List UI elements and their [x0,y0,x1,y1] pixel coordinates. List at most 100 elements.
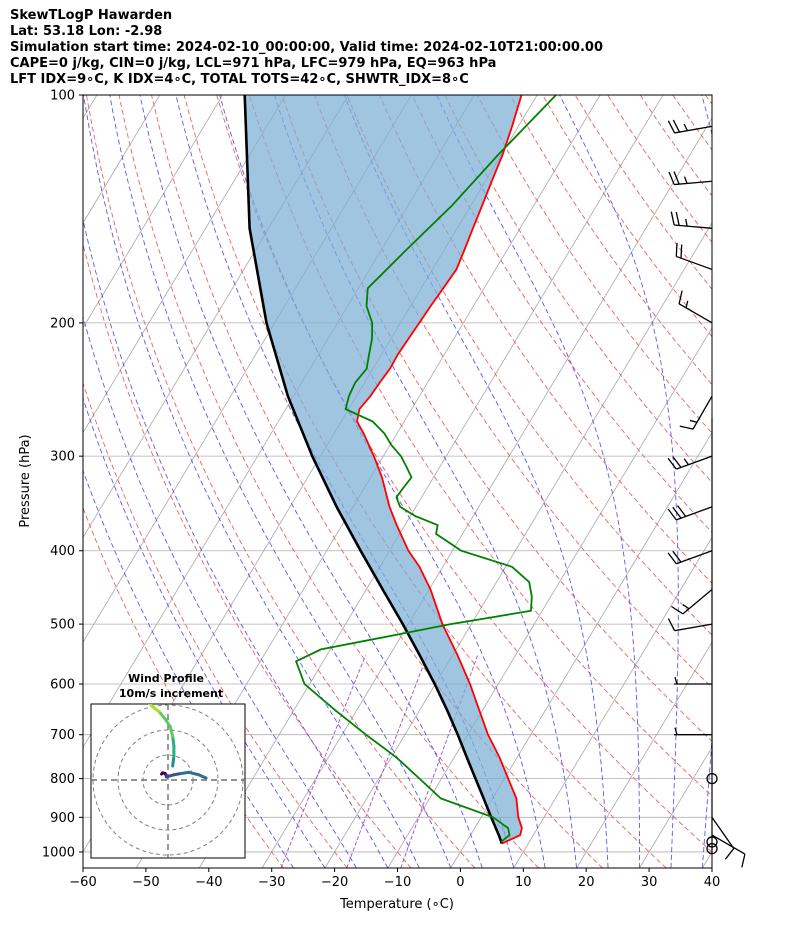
x-tick-label: 10 [515,875,532,890]
parcel-profile-line [243,95,504,845]
moist-adiabat [701,95,712,868]
wind-barb [706,772,718,785]
axis-layer: −60 −50 −40 −30 −20 −10 0 10 20 30 40 1000 900 800 700… [42,89,720,891]
barb-staff [711,834,746,855]
barb-half-flag [683,458,690,466]
dry-adiabat [639,95,712,197]
indices-line-1: CAPE=0 j/kg, CIN=0 j/kg, LCL=971 hPa, LF… [10,56,497,71]
dry-adiabat [444,95,712,484]
hodograph-segment [171,734,176,748]
grid-layer [83,95,794,868]
wind-barb [674,676,712,685]
y-tick-label: 700 [50,728,75,743]
barb-flag [675,211,680,226]
moist-adiabat [83,469,294,868]
wind-barb-layer [667,119,746,868]
cin-shading [244,95,522,844]
barb-staff [676,550,713,565]
barb-flag [670,211,675,226]
barb-half-flag [674,727,678,735]
dry-adiabat [151,95,603,868]
x-tick-label: 40 [704,875,721,890]
dry-adiabat [118,95,540,868]
barb-flag [667,552,677,565]
dry-adiabat [83,242,412,868]
x-tick-label: 0 [456,875,464,890]
wind-barb [667,618,713,632]
dry-adiabat [346,95,712,636]
barb-flag [672,506,682,519]
calm-circle [706,836,718,848]
moist-adiabat [436,95,640,868]
barb-half-flag [682,604,690,610]
barb-flag [675,242,678,257]
barb-staff [674,180,713,186]
isotherm [83,95,98,119]
barb-staff [674,623,713,632]
barb-flag [741,853,746,868]
isotherm [261,117,712,868]
barb-staff [692,395,713,430]
moist-adiabat [83,95,420,868]
wind-barb [674,727,712,736]
barb-staff [682,588,713,615]
isotherm [324,222,712,868]
mixing-ratio-line [346,655,428,868]
chart-title: SkewTLogP Hawarden [10,8,173,23]
x-tick-label: −50 [132,875,159,890]
x-tick-label: 20 [578,875,595,890]
wind-barb [667,455,713,470]
dry-adiabat [83,381,348,868]
barb-half-flag [683,123,688,131]
y-tick-label: 300 [50,450,75,465]
isotherm [639,746,712,868]
hodograph-segment [171,754,176,768]
barb-flag [668,171,675,185]
barb-flag [676,505,687,517]
hodograph-inset: Wind Profile 10m/s increment [90,672,246,859]
x-tick-label: −10 [384,875,411,890]
dry-adiabat [705,95,712,105]
isotherm [83,95,224,329]
barb-flag [672,119,681,133]
location-line: Lat: 53.18 Lon: -2.98 [10,24,163,39]
wind-barb [679,395,713,430]
calm-circle [706,843,718,855]
moist-adiabat [83,396,326,868]
barb-half-flag [683,176,688,184]
y-tick-label: 400 [50,544,75,559]
barb-staff [676,455,713,470]
hodograph-segment [157,710,167,721]
x-tick-label: 30 [641,875,658,890]
y-tick-label: 200 [50,316,75,331]
dry-adiabat [542,95,712,338]
y-tick-label: 800 [50,772,75,787]
barb-flag [671,605,684,615]
hodograph-title: Wind Profile [128,672,204,685]
moist-adiabat [139,95,483,868]
barb-flag [679,425,694,430]
x-axis-label: Temperature (∘C) [339,897,454,912]
barb-flag [724,848,735,860]
barb-half-flag [689,419,698,423]
dry-adiabat [411,95,712,534]
barb-staff [676,255,713,271]
dry-adiabat [771,95,794,868]
barb-half-flag [674,676,678,685]
wind-barb [675,242,713,271]
hodograph-segment [197,773,208,780]
y-axis-label: Pressure (hPa) [18,434,33,527]
barb-half-flag [685,300,689,309]
barb-flag [667,508,677,521]
wind-barb [667,505,713,521]
hodograph-segment [168,725,175,738]
wind-barb [670,211,713,229]
barb-flag [667,618,676,631]
hodograph-subtitle: 10m/s increment [119,687,223,700]
barb-flag [673,171,680,185]
barb-flag [667,120,676,134]
y-tick-label: 600 [50,678,75,693]
dry-adiabat [85,95,476,868]
moist-adiabat [273,95,578,868]
moist-adiabat [109,95,452,868]
